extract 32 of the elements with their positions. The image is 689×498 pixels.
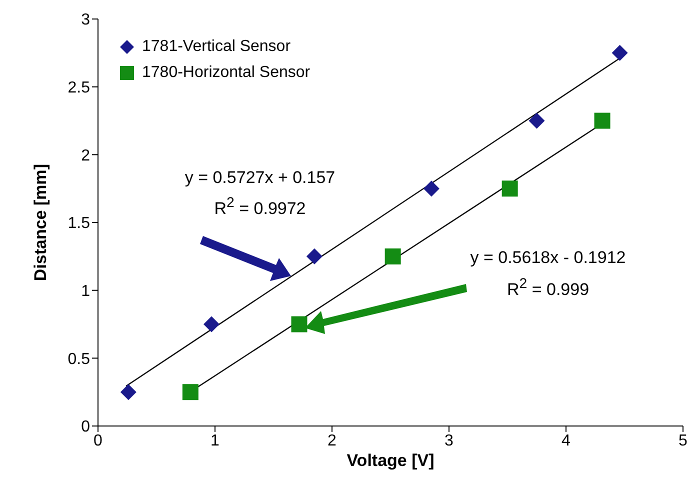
y-axis-title: Distance [mm]: [31, 164, 50, 282]
x-tick-label: 4: [562, 432, 571, 450]
annotation: R$^{2}$ = 0.999: [506, 276, 590, 300]
x-tick-label: 2: [328, 432, 337, 450]
legend-label: 1780-Horizontal Sensor: [142, 63, 310, 83]
point: [423, 180, 440, 197]
point: [120, 384, 136, 400]
y-tick-label: 2: [81, 147, 90, 164]
y-tick-label: 1: [81, 283, 90, 300]
point: [182, 384, 198, 400]
x-axis-title: Voltage [V]: [346, 451, 434, 470]
legend-label: 1781-Vertical Sensor: [142, 37, 291, 57]
y-tick-label: 1.5: [68, 215, 90, 232]
annotation: y = 0.5618x - 0.1912: [470, 248, 626, 268]
y-tick-label: 2.5: [68, 80, 90, 97]
y-tick-label: 0: [81, 418, 90, 436]
point: [528, 112, 545, 129]
annotation: R$^{2}$ = 0.9972: [214, 195, 306, 219]
point: [203, 316, 220, 332]
point: [291, 316, 308, 332]
x-tick-label: 5: [678, 432, 688, 450]
point: [306, 248, 322, 264]
point: [502, 180, 518, 197]
x-tick-label: 0: [94, 432, 103, 450]
point: [384, 248, 401, 264]
y-tick-label: 0.5: [68, 350, 90, 368]
point: [594, 112, 610, 129]
x-tick-label: 3: [444, 432, 454, 450]
y-tick-label: 3: [81, 12, 90, 29]
annotation: y = 0.5727x + 0.157: [184, 168, 336, 188]
point: [612, 44, 628, 61]
x-tick-label: 1: [210, 432, 220, 450]
